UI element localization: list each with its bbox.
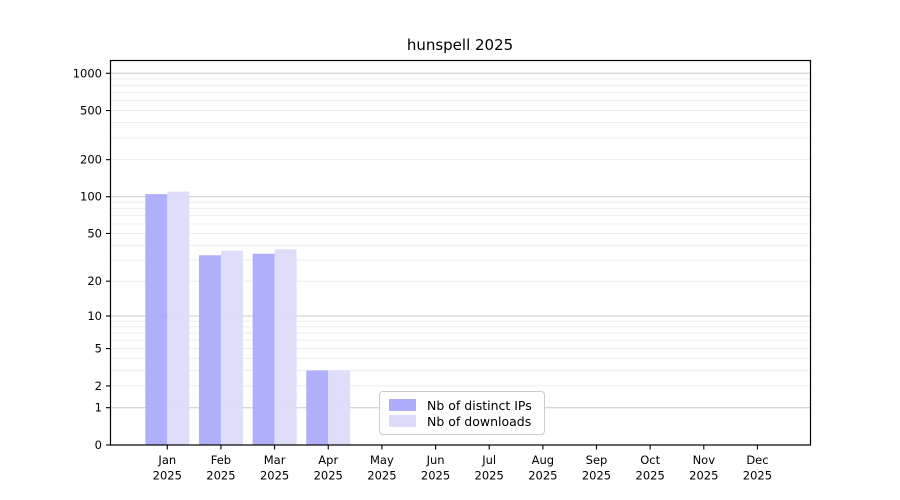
x-tick-label-feb: Feb <box>211 453 231 467</box>
x-tick-year-nov: 2025 <box>689 469 718 483</box>
plot-border <box>109 59 812 446</box>
x-tick-year-jun: 2025 <box>421 469 450 483</box>
legend-swatch-distinct-ips <box>389 399 416 411</box>
y-tick-label-500: 500 <box>80 104 102 118</box>
bar-distinct-ips-jan <box>145 194 168 445</box>
x-tick-year-apr: 2025 <box>314 469 343 483</box>
bar-downloads-apr <box>328 370 351 445</box>
x-tick-year-aug: 2025 <box>528 469 557 483</box>
legend-swatch-downloads <box>389 415 416 427</box>
y-tick-label-50: 50 <box>87 226 102 240</box>
bar-downloads-mar <box>274 249 297 445</box>
x-tick-label-jul: Jul <box>481 453 496 467</box>
x-tick-year-dec: 2025 <box>743 469 772 483</box>
legend-label-distinct-ips: Nb of distinct IPs <box>427 397 532 413</box>
y-tick-label-100: 100 <box>80 190 102 204</box>
y-tick-label-2: 2 <box>95 379 102 393</box>
y-tick-label-20: 20 <box>87 274 102 288</box>
y-tick-label-5: 5 <box>95 342 102 356</box>
x-tick-year-feb: 2025 <box>206 469 235 483</box>
legend-item-distinct-ips: Nb of distinct IPs <box>389 398 535 413</box>
x-tick-label-dec: Dec <box>746 453 768 467</box>
bar-distinct-ips-apr <box>306 370 329 445</box>
x-tick-year-sep: 2025 <box>582 469 611 483</box>
y-tick-label-10: 10 <box>87 309 102 323</box>
legend: Nb of distinct IPs Nb of downloads <box>379 391 545 435</box>
y-tick-label-200: 200 <box>80 153 102 167</box>
x-tick-label-nov: Nov <box>693 453 716 467</box>
legend-label-downloads: Nb of downloads <box>427 413 532 429</box>
x-tick-label-oct: Oct <box>640 453 660 467</box>
bar-distinct-ips-feb <box>198 255 221 445</box>
x-tick-label-may: May <box>370 453 394 467</box>
y-tick-label-0: 0 <box>95 438 102 452</box>
y-tick-label-1000: 1000 <box>73 66 102 80</box>
x-tick-label-jan: Jan <box>157 453 176 467</box>
x-tick-year-may: 2025 <box>367 469 396 483</box>
x-tick-label-sep: Sep <box>586 453 608 467</box>
chart-title: hunspell 2025 <box>406 36 514 54</box>
x-tick-year-jul: 2025 <box>475 469 504 483</box>
x-tick-year-mar: 2025 <box>260 469 289 483</box>
x-tick-label-aug: Aug <box>532 453 554 467</box>
x-tick-label-mar: Mar <box>264 453 286 467</box>
y-tick-label-1: 1 <box>95 401 102 415</box>
legend-item-downloads: Nb of downloads <box>389 414 535 429</box>
x-tick-year-oct: 2025 <box>636 469 665 483</box>
bar-distinct-ips-mar <box>252 253 275 445</box>
bar-downloads-feb <box>220 250 243 445</box>
x-tick-label-apr: Apr <box>318 453 338 467</box>
bar-downloads-jan <box>167 191 190 445</box>
x-tick-label-jun: Jun <box>426 453 445 467</box>
x-tick-year-jan: 2025 <box>153 469 182 483</box>
